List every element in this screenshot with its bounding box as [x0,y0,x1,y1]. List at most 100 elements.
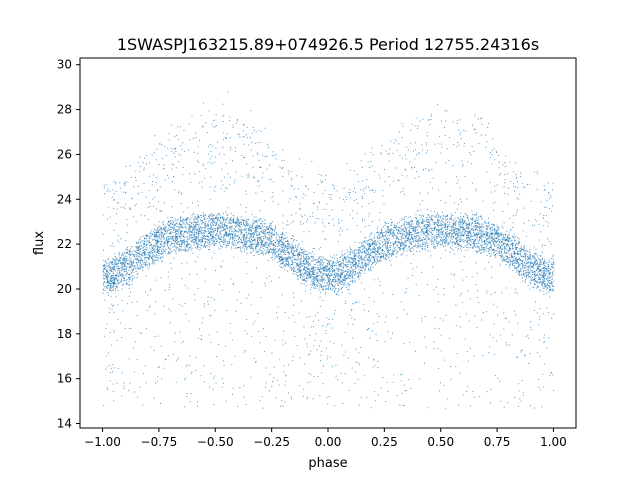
data-point [490,230,491,232]
data-point [254,221,256,222]
data-point [282,238,284,240]
data-point [548,282,550,284]
data-point [408,235,410,237]
data-point [250,236,252,238]
data-point [417,239,419,241]
data-point [187,233,189,235]
data-point [539,281,541,283]
data-point [380,260,382,262]
data-point [181,231,183,233]
data-point [328,282,330,284]
data-point [166,243,168,245]
data-point [201,239,203,241]
data-point [417,220,419,222]
data-point [310,271,312,273]
data-point [287,246,288,247]
data-point [517,259,519,260]
data-point [536,281,538,283]
data-point [379,253,380,255]
data-point [443,245,445,247]
data-point [240,222,242,224]
data-point [122,284,124,286]
data-point [321,272,323,274]
data-point [241,241,243,243]
data-point [495,242,497,244]
data-point [117,282,119,284]
data-point [456,239,458,241]
data-point [329,265,331,267]
data-point [124,255,126,257]
data-point [470,244,471,246]
data-point [126,258,128,260]
data-point [552,262,554,264]
data-point [423,234,425,235]
data-point [536,282,538,284]
data-point [526,250,527,252]
data-point [356,267,358,269]
data-point [350,262,352,264]
data-point [148,247,150,249]
data-point [527,271,529,273]
data-point [318,270,320,272]
data-point [252,248,254,250]
data-point [474,225,476,226]
data-point [517,260,519,262]
data-point [393,230,395,232]
data-point [392,249,394,251]
data-point [276,239,278,241]
data-point [493,224,495,226]
data-point [333,276,334,278]
data-point [362,258,364,260]
data-point [148,236,150,238]
data-point [543,280,545,282]
data-point [385,259,387,261]
data-point [453,232,455,234]
data-point [246,252,248,254]
data-point [304,272,306,274]
data-point [130,251,132,253]
data-point [495,241,497,243]
data-point [370,232,372,234]
data-point [114,263,115,265]
data-point [354,257,355,259]
data-point [519,254,521,256]
data-point [449,230,451,231]
data-point [251,233,253,235]
data-point [512,265,514,266]
data-point [234,230,236,232]
data-point [514,253,516,254]
data-point [433,247,435,248]
data-point [438,219,440,221]
data-point [499,247,501,249]
data-point [226,240,228,242]
data-point [299,266,301,268]
data-point [544,282,546,284]
data-point [402,234,404,236]
data-point [283,249,285,251]
data-point [458,224,460,226]
data-point [164,243,166,244]
data-point [325,270,327,272]
data-point [215,217,217,219]
data-point [158,246,160,248]
data-point [174,232,176,234]
data-point [388,237,390,239]
data-point [177,237,179,239]
data-point [125,248,127,250]
data-point [436,229,438,231]
data-point [511,255,513,257]
data-point [358,261,360,263]
data-point [282,257,284,259]
data-point [400,243,401,245]
data-point [397,251,399,253]
data-point [151,258,153,260]
data-point [325,273,327,275]
data-point [245,241,247,243]
data-point [123,258,125,260]
data-point [157,258,158,260]
data-point [324,285,326,287]
data-point [400,228,402,230]
data-point [157,248,158,250]
data-point [473,230,475,232]
data-point [450,229,452,231]
